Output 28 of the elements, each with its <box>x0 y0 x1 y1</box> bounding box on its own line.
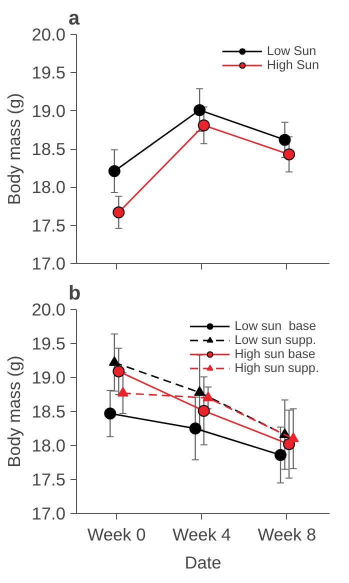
x-tick-label: Week 4 <box>172 524 232 544</box>
legend-label: High sun supp. <box>234 361 319 375</box>
legend-label: Low Sun <box>266 44 316 58</box>
y-tick-label: 17.5 <box>32 470 66 490</box>
y-axis-title: Body mass (g) <box>4 93 24 205</box>
x-tick-label: Week 8 <box>258 524 316 544</box>
x-tick-label: Week 0 <box>87 524 146 544</box>
y-tick-label: 17.0 <box>32 504 66 524</box>
y-tick-label: 17.5 <box>32 215 66 236</box>
y-tick-label: 18.0 <box>32 177 66 198</box>
y-tick-label: 19.5 <box>32 334 66 354</box>
legend-label: Low sun supp. <box>234 333 316 347</box>
legend-label: High Sun <box>266 58 319 72</box>
legend-label: Low sun base <box>234 319 316 333</box>
y-tick-label: 20.0 <box>32 24 66 44</box>
y-axis-title: Body mass (g) <box>4 356 24 468</box>
legend-label: High sun base <box>234 347 316 361</box>
y-tick-label: 18.5 <box>32 402 66 422</box>
y-tick-label: 19.5 <box>32 62 66 83</box>
chart-title: a <box>68 8 80 30</box>
y-tick-label: 18.5 <box>32 139 66 159</box>
y-tick-label: 18.0 <box>32 436 66 456</box>
chart-title: b <box>68 282 81 304</box>
y-tick-label: 17.0 <box>32 254 66 274</box>
y-tick-label: 20.0 <box>32 300 66 320</box>
x-axis-title: Date <box>184 552 222 572</box>
y-tick-label: 19.0 <box>32 100 66 121</box>
y-tick-label: 19.0 <box>32 368 66 388</box>
